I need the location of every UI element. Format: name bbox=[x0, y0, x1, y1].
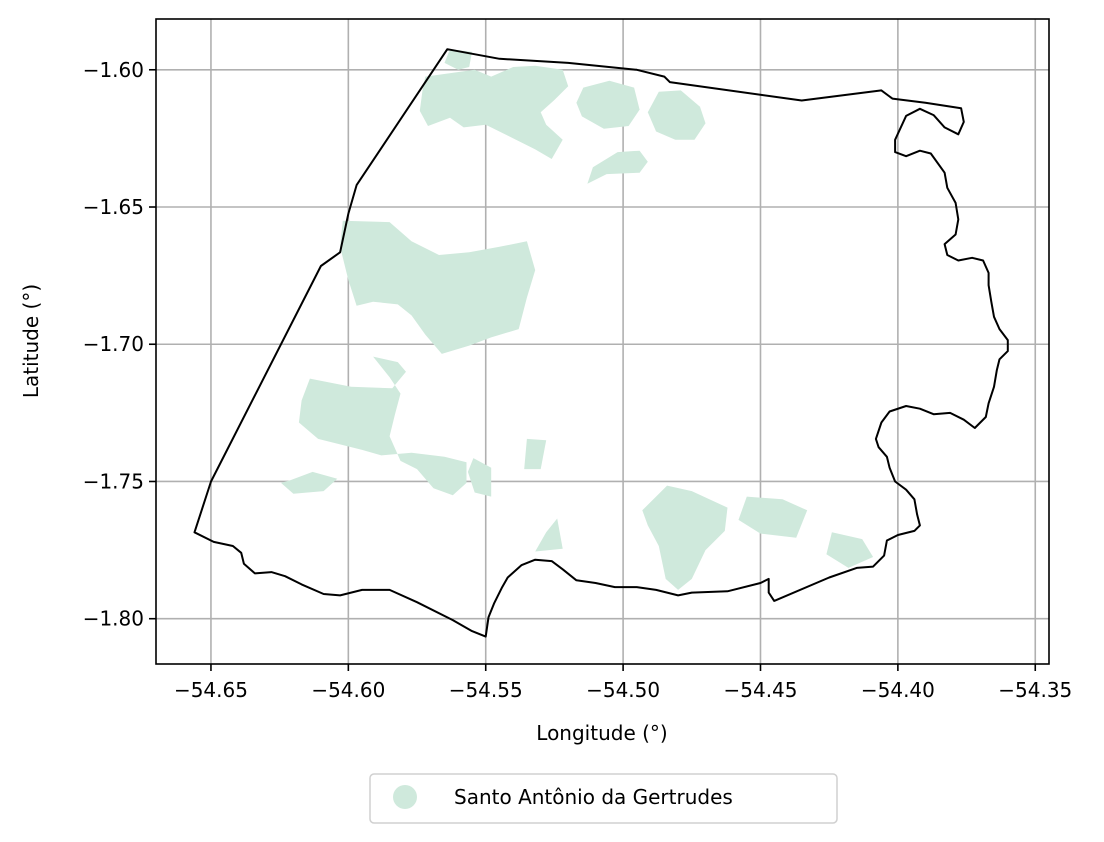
forest-patches bbox=[281, 49, 874, 590]
forest-patch bbox=[642, 485, 728, 590]
y-tick-label: −1.65 bbox=[83, 195, 144, 219]
forest-patch bbox=[826, 532, 874, 568]
y-axis-label: Latitude (°) bbox=[19, 284, 43, 398]
legend-box bbox=[369, 773, 838, 824]
forest-patch bbox=[419, 65, 569, 159]
x-axis-ticks: −54.65 −54.60 −54.55 −54.50 −54.45 −54.40 −54.… bbox=[174, 664, 1072, 702]
x-tick-label: −54.40 bbox=[861, 678, 935, 702]
forest-patch bbox=[444, 49, 472, 70]
forest-patch bbox=[647, 90, 706, 140]
forest-patch bbox=[298, 356, 467, 496]
x-tick-label: −54.55 bbox=[449, 678, 523, 702]
forest-patch bbox=[524, 438, 547, 470]
x-tick-label: −54.45 bbox=[723, 678, 797, 702]
y-tick-label: −1.60 bbox=[83, 58, 144, 82]
y-tick-label: −1.70 bbox=[83, 332, 144, 356]
forest-patch bbox=[535, 518, 563, 552]
legend: Santo Antônio da Gertrudes bbox=[369, 773, 838, 824]
y-axis-ticks: −1.60 −1.65 −1.70 −1.75 −1.80 bbox=[83, 58, 156, 631]
forest-patch bbox=[587, 150, 648, 184]
forest-patch bbox=[576, 80, 640, 129]
forest-patch bbox=[738, 496, 808, 538]
plot-frame bbox=[155, 18, 1050, 665]
x-tick-label: −54.50 bbox=[586, 678, 660, 702]
y-tick-label: −1.80 bbox=[83, 607, 144, 631]
legend-label: Santo Antônio da Gertrudes bbox=[454, 785, 733, 809]
forest-patch bbox=[467, 458, 492, 497]
municipality-boundary bbox=[193, 48, 1009, 638]
forest-patch bbox=[340, 220, 536, 354]
x-tick-label: −54.60 bbox=[311, 678, 385, 702]
legend-marker-icon bbox=[393, 785, 417, 809]
x-axis-label: Longitude (°) bbox=[536, 721, 667, 745]
forest-patch bbox=[281, 471, 338, 494]
x-tick-label: −54.65 bbox=[174, 678, 248, 702]
y-tick-label: −1.75 bbox=[83, 469, 144, 493]
gridlines bbox=[156, 19, 1049, 664]
x-tick-label: −54.35 bbox=[998, 678, 1072, 702]
